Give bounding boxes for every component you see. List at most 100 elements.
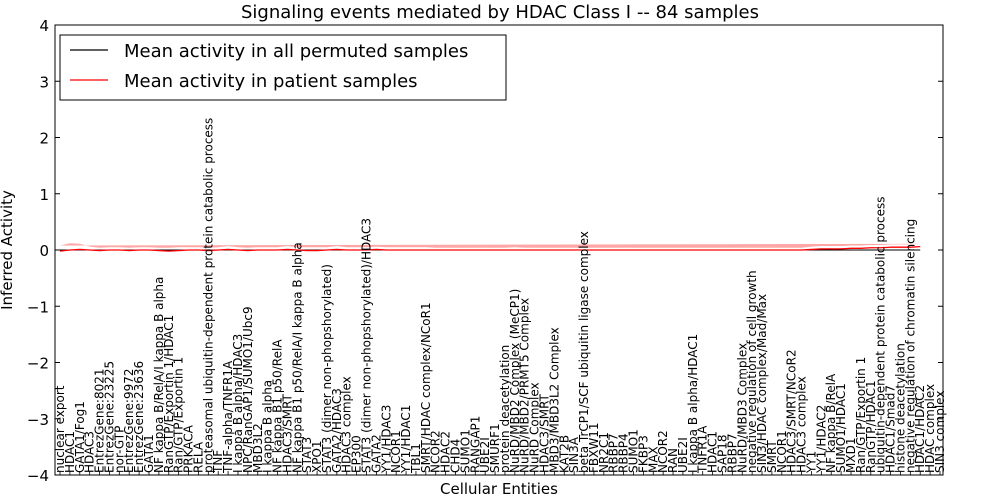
x-tick-label: SMRT xyxy=(765,440,779,473)
legend-box xyxy=(59,34,507,101)
x-tick-label: CHD4 xyxy=(449,439,463,473)
x-tick-label: HDAC3 complex xyxy=(340,376,354,473)
y-tick-label: 3 xyxy=(39,73,49,91)
x-tick-label: EntrezGene:8021 xyxy=(93,369,107,474)
patient-band xyxy=(60,243,921,248)
x-tick-label: GATA2/HDAC3 xyxy=(330,388,344,473)
x-tick-label: TBL1 xyxy=(409,443,423,474)
x-tick-label: HDAC1 xyxy=(706,431,720,473)
x-tick-label: SAP18 xyxy=(715,434,729,473)
x-tick-label: HDAC1/Smad7 xyxy=(884,385,898,473)
y-tick-label: 1 xyxy=(39,186,49,204)
x-tick-label: GATA2 xyxy=(369,434,383,473)
x-tick-label: NuRD/MBD2 Complex (MeCP1) xyxy=(508,289,522,473)
x-tick-label: HDAC3 complex xyxy=(795,376,809,473)
x-tick-label: Ran/GTP/Exportin 1 xyxy=(854,357,868,473)
x-tick-label: FKBP3 xyxy=(636,435,650,473)
y-tick-label: −4 xyxy=(27,467,49,485)
x-tick-label: negative regulation of cell growth xyxy=(745,270,759,473)
x-tick-label: RBBP7 xyxy=(607,433,621,473)
x-tick-label: STAT3 (dimer non-phopshorylated) xyxy=(320,264,334,473)
x-tick-label: ubiquitin-dependent protein catabolic pr… xyxy=(874,197,888,473)
x-tick-label: HDAC3/SMRT xyxy=(537,393,551,473)
x-tick-label: RBBP7 xyxy=(725,433,739,473)
x-tick-label: nuclear export xyxy=(53,385,67,473)
x-tick-label: NF kappa B/RelA xyxy=(824,373,838,473)
x-tick-label: TNF xyxy=(211,450,225,474)
x-tick-label: NuRD Complex xyxy=(528,382,542,473)
x-tick-label: RELA xyxy=(191,441,205,473)
x-tick-label: NCOR2 xyxy=(656,430,670,473)
x-tick-label: histone deacetylation xyxy=(893,343,907,473)
x-tick-label: HDAC1/HDAC2 xyxy=(913,385,927,473)
x-tick-label: MAX xyxy=(646,446,660,473)
y-tick-label: −2 xyxy=(27,355,49,373)
x-tick-label: MXD1 xyxy=(844,438,858,473)
x-tick-label: HDAC2 xyxy=(439,431,453,473)
x-tick-label: SUMO1/HDAC1 xyxy=(834,383,848,473)
x-tick-label: FBXW11 xyxy=(587,423,601,474)
x-tick-label: RanGTP/HDAC1 xyxy=(864,380,878,473)
x-tick-label: MBD3/MBD3L2 Complex xyxy=(547,327,561,473)
x-tick-label: SIN3A xyxy=(567,436,581,473)
x-tick-label: NCOR2 xyxy=(429,430,443,473)
confidence-bands xyxy=(60,243,921,248)
x-tick-label: HDAC1 xyxy=(63,431,77,473)
x-tick-label: HDAC3/SMRT xyxy=(280,393,294,473)
x-tick-label: TNF-alpha/TNFR1A xyxy=(221,360,235,474)
legend-label-permuted: Mean activity in all permuted samples xyxy=(124,41,468,62)
y-tick-label: 4 xyxy=(39,17,49,35)
x-tick-label: NPC/RanGAP1/SUMO1/Ubc9 xyxy=(241,306,255,473)
x-tick-label: MBD3L2 xyxy=(251,423,265,473)
x-tick-label: UBE2I xyxy=(478,437,492,473)
x-tick-label: KAT2B xyxy=(557,435,571,473)
x-tick-label: NCOR1 xyxy=(389,430,403,473)
patient-line xyxy=(59,245,921,252)
x-tick-label: Ran/GTP/Exportin 1 xyxy=(172,357,186,473)
y-axis-label: Inferred Activity xyxy=(0,190,16,310)
legend-label-patient: Mean activity in patient samples xyxy=(124,71,418,92)
x-tick-label: UBE2I xyxy=(676,437,690,473)
x-tick-label: NF kappa B/RelA/I kappa B alpha xyxy=(152,277,166,473)
x-tick-label: NF kappa B1 p50/RelA/I kappa B alpha xyxy=(290,242,304,473)
x-tick-label: EP300 xyxy=(350,435,364,473)
x-axis-label: Cellular Entities xyxy=(440,480,558,498)
x-tick-label: YY1 xyxy=(804,451,818,474)
x-tick-label: HDAC3 xyxy=(83,431,97,473)
x-tick-label: HDAC3/SMRT/NCoR2 xyxy=(785,349,799,473)
x-tick-label: PRKACA xyxy=(182,424,196,473)
x-tick-label: GATA1/Fog1 xyxy=(73,401,87,473)
x-tick-label: NF kappa B1 p50/RelA xyxy=(271,339,285,473)
x-tick-label: SIN3 complex xyxy=(933,391,947,473)
x-tick-label: SMURF1 xyxy=(488,423,502,473)
x-tick-label: NCOR1 xyxy=(775,430,789,473)
x-tick-label: NuRD/MBD3 Complex xyxy=(735,343,749,473)
x-tick-label: nor-GTP xyxy=(112,426,126,473)
x-tick-label: RBBP4 xyxy=(617,433,631,473)
x-tick-label: NR2C1 xyxy=(597,432,611,473)
y-tick-label: 0 xyxy=(39,242,49,260)
x-tick-label: I kappa B alpha/HDAC1 xyxy=(686,334,700,473)
x-axis: nuclear exportHDAC1GATA1/Fog1HDAC3Entrez… xyxy=(53,118,947,475)
x-tick-label: EntrezGene:23225 xyxy=(102,361,116,473)
x-tick-label: SMRT/HDAC complex/NCoR1 xyxy=(419,302,433,473)
x-tick-label: EntrezGene:23636 xyxy=(132,361,146,473)
x-tick-label: SUMO1 xyxy=(626,429,640,473)
x-tick-label: EntrezGene:9972 xyxy=(122,369,136,474)
x-tick-label: YY1/HDAC3 xyxy=(379,405,393,474)
y-axis: −4 −3 −2 −1 0 1 2 3 4 xyxy=(27,17,943,485)
x-tick-label: I kappa B alpha xyxy=(261,380,275,473)
x-tick-label: SIN3/HDAC complex/Mad/Max xyxy=(755,294,769,473)
x-tick-label: HDAC complex xyxy=(923,384,937,473)
x-tick-label: proteasomal ubiquitin-dependent protein … xyxy=(201,118,215,473)
x-tick-label: YY1/HDAC2 xyxy=(814,405,828,474)
y-tick-label: −3 xyxy=(27,411,49,429)
x-tick-label: RAN xyxy=(666,448,680,473)
x-tick-label: YY1/HDAC1 xyxy=(399,405,413,474)
x-tick-label: NuRD/MBD2/PRMT5 Complex xyxy=(518,298,532,473)
y-tick-label: 2 xyxy=(39,130,49,148)
x-tick-label: negative regulation of chromatin silenci… xyxy=(903,219,917,473)
x-tick-label: RanGTP/Exportin 1/HDAC1 xyxy=(162,315,176,473)
